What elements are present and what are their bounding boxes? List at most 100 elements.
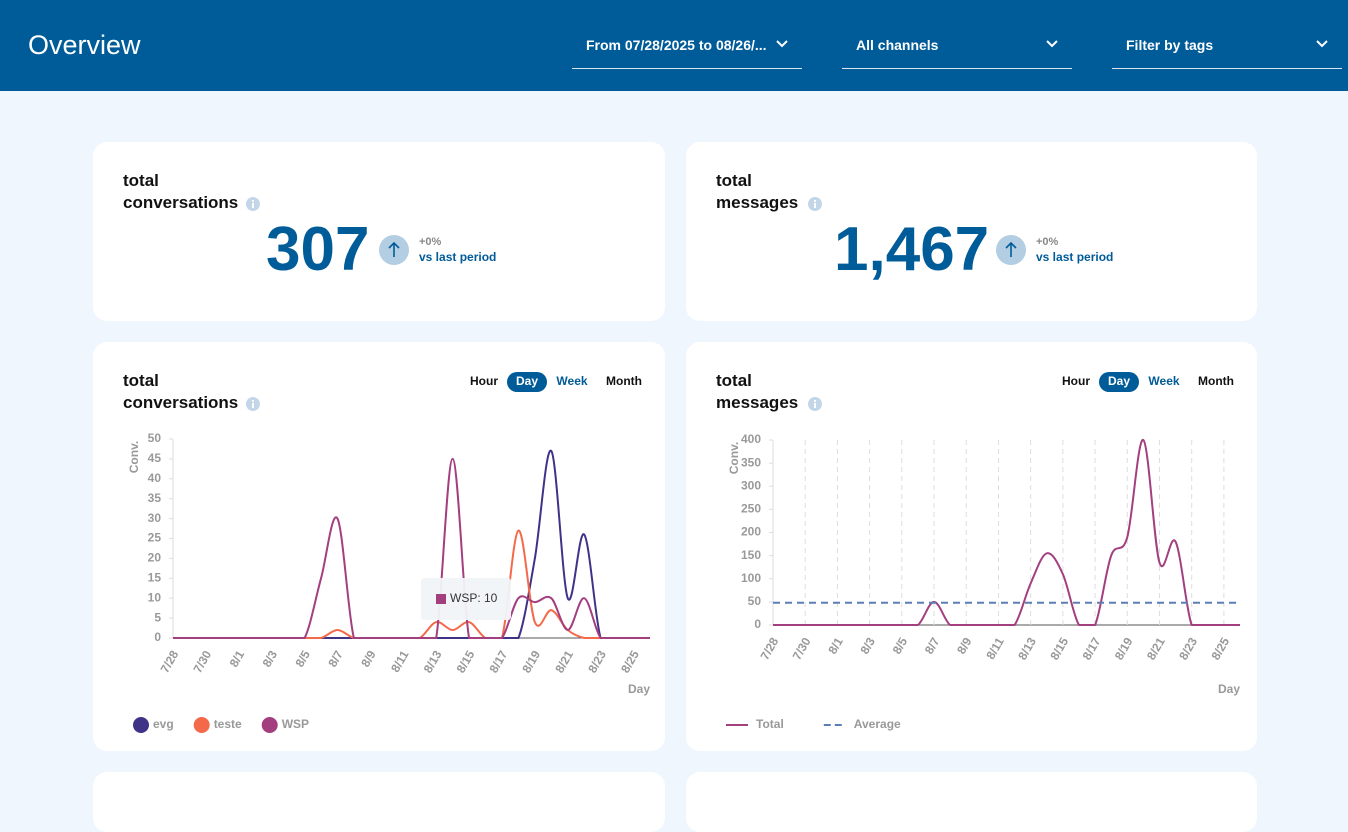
kpi-card <box>686 142 1257 321</box>
x-tick-label: 8/21 <box>552 648 576 676</box>
trend-icon <box>996 235 1026 265</box>
x-tick-label: 8/15 <box>1047 635 1071 663</box>
x-tick-label: 7/28 <box>758 635 782 663</box>
time-toggle[interactable]: Week <box>556 374 587 388</box>
date-filter[interactable]: From 07/28/2025 to 08/26/... <box>572 22 802 69</box>
y-tick-label: 150 <box>741 548 761 562</box>
x-axis-label: Day <box>628 682 650 696</box>
filter-label: Filter by tags <box>1126 37 1214 53</box>
x-tick-label: 8/17 <box>1080 635 1104 663</box>
legend-label: teste <box>214 717 242 731</box>
card-title: total <box>716 371 752 390</box>
card-title: messages <box>716 193 799 212</box>
kpi-change: +0% <box>419 236 442 248</box>
time-toggle[interactable]: Hour <box>470 374 498 388</box>
series-line <box>172 529 650 640</box>
time-toggle[interactable]: Day <box>1108 374 1130 388</box>
x-tick-label: 8/25 <box>618 648 642 676</box>
info-icon[interactable] <box>246 197 260 211</box>
kpi-change: +0% <box>1036 236 1059 248</box>
x-tick-label: 7/28 <box>158 648 182 676</box>
y-tick-label: 10 <box>148 590 162 604</box>
time-toggle[interactable]: Week <box>1148 374 1179 388</box>
x-tick-label: 8/9 <box>358 648 379 670</box>
filter-label: All channels <box>856 37 939 53</box>
y-axis-label: Conv. <box>127 441 141 473</box>
y-tick-label: 100 <box>741 571 761 585</box>
legend-label: evg <box>153 717 174 731</box>
y-tick-label: 20 <box>148 551 162 565</box>
x-tick-label: 8/3 <box>857 635 878 657</box>
legend-swatch <box>261 717 278 733</box>
kpi-card <box>93 142 665 321</box>
legend-label: Total <box>756 717 784 731</box>
x-tick-label: 8/7 <box>325 648 346 670</box>
legend-swatch <box>193 717 210 733</box>
card-title: total <box>123 171 159 190</box>
x-tick-label: 8/23 <box>585 648 609 676</box>
x-tick-label: 8/13 <box>1015 635 1039 663</box>
time-toggle[interactable]: Day <box>516 374 538 388</box>
legend-label: Average <box>854 717 901 731</box>
x-tick-label: 8/11 <box>983 635 1007 662</box>
page-title: Overview <box>28 30 141 60</box>
y-tick-label: 250 <box>741 502 761 516</box>
time-toggle[interactable]: Month <box>606 374 642 388</box>
x-axis-label: Day <box>1218 682 1240 696</box>
filter-label: From 07/28/2025 to 08/26/... <box>586 37 767 53</box>
legend-label: WSP <box>282 717 309 731</box>
y-tick-label: 35 <box>148 491 162 505</box>
y-tick-label: 15 <box>148 570 162 584</box>
x-tick-label: 7/30 <box>790 635 814 663</box>
tag-filter[interactable]: Filter by tags <box>1112 22 1342 69</box>
trend-icon <box>379 235 409 265</box>
x-tick-label: 8/5 <box>890 635 911 657</box>
x-tick-label: 8/1 <box>825 635 846 657</box>
header: Overview From 07/28/2025 to 08/26/... Al… <box>0 0 1348 91</box>
x-tick-label: 8/5 <box>292 648 313 670</box>
x-tick-label: 8/7 <box>922 635 943 657</box>
tooltip-text: WSP: 10 <box>450 591 498 605</box>
x-tick-label: 8/1 <box>227 648 248 670</box>
y-tick-label: 30 <box>148 511 162 525</box>
legend-swatch <box>133 717 149 733</box>
card-title: conversations <box>123 193 239 212</box>
time-toggle[interactable]: Month <box>1198 374 1234 388</box>
y-tick-label: 40 <box>148 471 162 485</box>
x-tick-label: 8/9 <box>954 635 975 657</box>
series-line <box>172 457 650 640</box>
toggle-active <box>1099 372 1139 392</box>
x-tick-label: 8/3 <box>260 648 281 670</box>
x-tick-label: 8/13 <box>421 648 445 676</box>
card-title: total <box>123 371 159 390</box>
info-icon[interactable] <box>808 197 822 211</box>
y-tick-label: 45 <box>148 451 162 465</box>
info-icon[interactable] <box>246 397 260 411</box>
charts: Hour Day Week Month 0 5 10 15 20 25 30 35 40 45 50 7/28… <box>127 372 1240 733</box>
x-tick-label: 7/30 <box>190 648 214 676</box>
tooltip-swatch <box>436 594 446 604</box>
kpi-compare: vs last period <box>1036 250 1114 264</box>
x-tick-label: 8/23 <box>1176 635 1200 663</box>
kpi-value: 1,467 <box>834 215 990 284</box>
y-axis-label: Conv. <box>727 442 741 474</box>
x-tick-label: 8/19 <box>519 648 543 676</box>
y-tick-label: 0 <box>154 630 161 644</box>
y-tick-label: 0 <box>754 617 761 631</box>
y-tick-label: 5 <box>154 610 161 624</box>
x-tick-label: 8/15 <box>454 648 478 676</box>
chart-card <box>93 342 665 751</box>
kpi-compare: vs last period <box>419 250 497 264</box>
x-tick-label: 8/17 <box>487 648 511 676</box>
series-line <box>172 449 650 640</box>
tooltip-box <box>421 578 511 620</box>
x-tick-label: 8/25 <box>1208 635 1232 663</box>
chart-card <box>686 342 1257 751</box>
y-tick-label: 400 <box>741 432 761 446</box>
y-tick-label: 25 <box>148 531 162 545</box>
x-tick-label: 8/11 <box>388 648 412 675</box>
info-icon[interactable] <box>808 397 822 411</box>
time-toggle[interactable]: Hour <box>1062 374 1090 388</box>
channel-filter[interactable]: All channels <box>842 22 1072 69</box>
